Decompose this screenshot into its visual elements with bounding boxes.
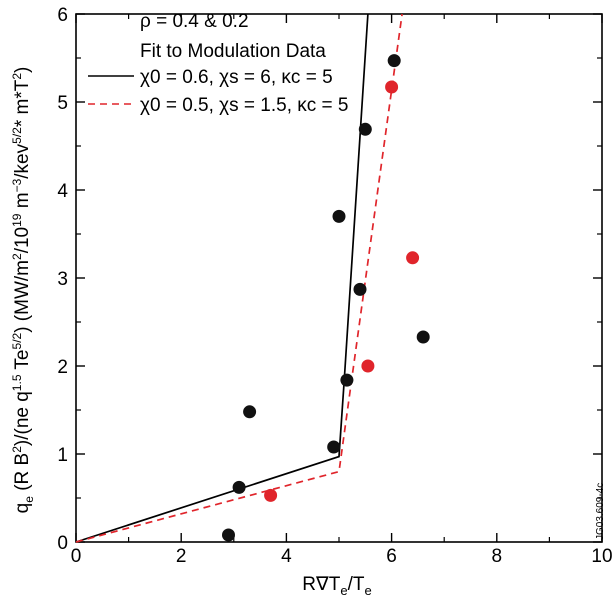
- y-tick-label: 3: [57, 269, 68, 290]
- figure-id-label: JG03.609-4c: [595, 483, 606, 540]
- data-point-red: [406, 251, 420, 265]
- y-tick-label: 6: [57, 5, 68, 26]
- data-point-black: [416, 330, 430, 344]
- data-point-black: [327, 440, 341, 454]
- legend-label-1: χ0 = 0.6, χs = 6, κc = 5: [140, 67, 333, 88]
- data-point-red: [361, 359, 375, 373]
- plot-frame: [75, 13, 603, 543]
- data-point-black: [340, 373, 354, 387]
- data-points-group: [222, 54, 430, 542]
- data-point-black: [332, 209, 346, 223]
- y-tick-label: 0: [57, 533, 68, 554]
- data-point-black: [353, 282, 367, 296]
- data-point-black: [358, 122, 372, 136]
- data-point-red: [385, 80, 399, 94]
- x-tick-label: 2: [176, 546, 187, 567]
- plot-frame-group: [75, 13, 603, 543]
- x-tick-label: 6: [386, 546, 397, 567]
- x-tick-label: 8: [492, 546, 503, 567]
- data-point-black: [222, 528, 235, 542]
- legend: ρ = 0.4 & 0.2 Fit to Modulation Data χ0 …: [88, 11, 348, 116]
- y-tick-label: 4: [57, 181, 68, 202]
- data-point-black: [387, 54, 401, 68]
- x-tick-label: 0: [71, 546, 82, 567]
- legend-title-1: ρ = 0.4 & 0.2: [140, 11, 249, 32]
- data-point-red: [264, 488, 278, 502]
- legend-title-2: Fit to Modulation Data: [140, 41, 326, 62]
- y-tick-label: 1: [57, 445, 68, 466]
- data-point-black: [232, 480, 246, 494]
- x-tick-label: 10: [591, 546, 612, 567]
- ticks-group: 0 2 4 6 8 10 0 1 2 3 4 5 6: [57, 5, 612, 567]
- data-point-black: [243, 405, 257, 419]
- fit-lines-group: [75, 13, 403, 543]
- fit-line-dashed: [75, 13, 403, 543]
- x-tick-label: 4: [281, 546, 292, 567]
- y-tick-label: 2: [57, 357, 68, 378]
- x-axis-label: R∇Te/Te: [302, 574, 371, 598]
- fit-line-solid: [75, 13, 369, 543]
- y-tick-label: 5: [57, 93, 68, 114]
- legend-label-2: χ0 = 0.5, χs = 1.5, κc = 5: [140, 95, 348, 116]
- y-axis-label: qe (R B2)/(ne q1.5 Te5/2) (MW/m2/1019 m−…: [10, 67, 36, 514]
